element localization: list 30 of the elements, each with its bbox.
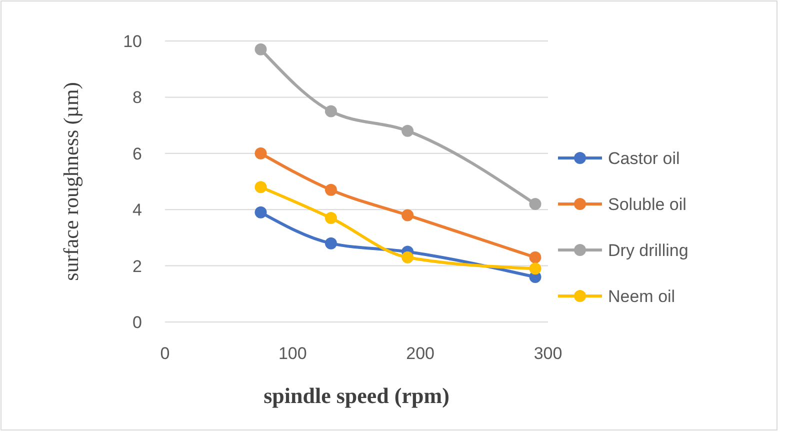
x-axis-title: spindle speed (rpm) xyxy=(264,383,450,408)
point xyxy=(324,184,337,196)
point xyxy=(529,251,542,264)
y-tick-label: 4 xyxy=(132,200,142,220)
y-axis-title: surface roughness (µm) xyxy=(59,82,83,281)
point xyxy=(324,237,337,250)
legend-label: Dry drilling xyxy=(608,241,688,260)
point xyxy=(324,105,337,118)
x-tick-label: 0 xyxy=(160,344,170,363)
legend-label: Soluble oil xyxy=(608,195,686,214)
point xyxy=(324,212,337,224)
y-tick-label: 6 xyxy=(132,144,142,164)
x-tick-label: 200 xyxy=(406,344,435,363)
y-tick-label: 0 xyxy=(132,313,142,332)
point xyxy=(529,262,542,275)
point xyxy=(402,124,414,137)
y-tick-label: 8 xyxy=(132,88,142,108)
point xyxy=(254,43,267,56)
point xyxy=(254,147,267,160)
legend-label: Neem oil xyxy=(608,287,676,306)
x-tick-label: 100 xyxy=(278,344,307,363)
x-tick-label: 300 xyxy=(534,344,562,363)
point xyxy=(254,206,267,218)
y-tick-label: 10 xyxy=(123,32,142,51)
point xyxy=(402,251,414,264)
point xyxy=(402,209,414,222)
y-tick-label: 2 xyxy=(132,256,142,276)
point xyxy=(254,181,267,194)
point xyxy=(529,198,542,210)
legend-label: Castor oil xyxy=(608,149,680,168)
